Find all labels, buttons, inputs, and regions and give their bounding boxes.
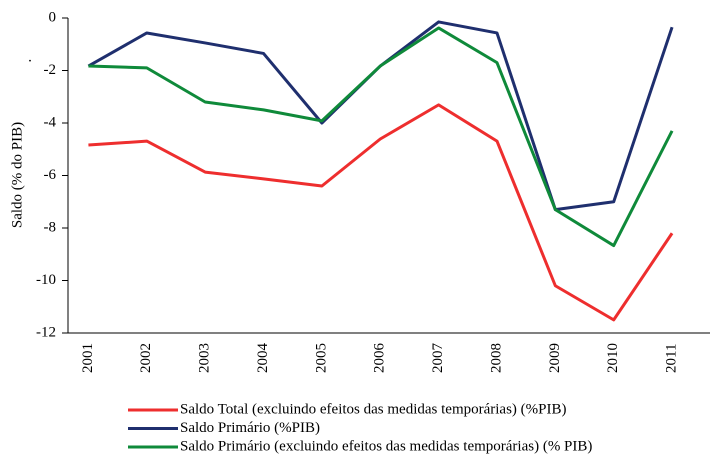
annotation: . [28, 49, 32, 65]
y-tick-label: -10 [36, 272, 56, 288]
x-tick-label: 2003 [197, 343, 213, 373]
x-tick-label: 2011 [664, 344, 680, 373]
legend-label: Saldo Primário (excluindo efeitos das me… [180, 438, 592, 454]
x-tick-label: 2010 [605, 343, 621, 373]
x-tick-label: 2009 [547, 343, 563, 373]
x-tick-label: 2004 [255, 343, 271, 374]
y-tick-label: 0 [49, 9, 57, 25]
x-tick-label: 2006 [372, 343, 388, 374]
legend-label: Saldo Primário (%PIB) [180, 420, 320, 436]
x-tick-label: 2001 [80, 343, 96, 373]
x-tick-label: 2002 [138, 343, 154, 373]
x-tick-label: 2007 [430, 343, 446, 374]
line [87, 20, 674, 212]
legend-label: Saldo Total (excluindo efeitos das medid… [180, 401, 567, 417]
y-axis-label: Saldo (% do PIB) [9, 122, 25, 228]
y-tick-label: -8 [44, 219, 57, 235]
x-tick-label: 2008 [488, 343, 504, 373]
y-tick-label: -12 [36, 324, 56, 340]
y-tick-label: -6 [44, 167, 57, 183]
x-tick-label: 2005 [313, 343, 329, 373]
line [88, 26, 674, 248]
line [88, 103, 674, 322]
y-tick-label: -4 [44, 114, 57, 130]
y-tick-label: -2 [44, 62, 57, 78]
